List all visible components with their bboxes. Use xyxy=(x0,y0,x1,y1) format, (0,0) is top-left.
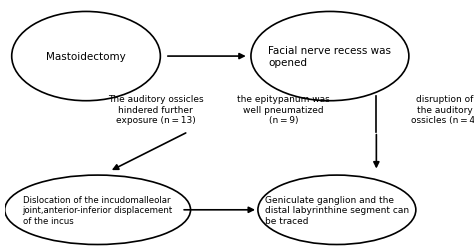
Text: Mastoidectomy: Mastoidectomy xyxy=(46,52,126,62)
Ellipse shape xyxy=(5,175,191,244)
Ellipse shape xyxy=(258,175,416,244)
Text: the epitypanum was
well pneumatized
(n = 9): the epitypanum was well pneumatized (n =… xyxy=(237,95,330,125)
Ellipse shape xyxy=(251,12,409,101)
Text: The auditory ossicles
hindered further
exposure (n = 13): The auditory ossicles hindered further e… xyxy=(108,95,203,125)
Text: Geniculate ganglion and the
distal labyrinthine segment can
be traced: Geniculate ganglion and the distal labyr… xyxy=(265,195,409,225)
Text: disruption of
the auditory
ossicles (n = 4): disruption of the auditory ossicles (n =… xyxy=(411,95,474,125)
Text: Facial nerve recess was
opened: Facial nerve recess was opened xyxy=(268,46,392,68)
Ellipse shape xyxy=(12,12,160,101)
Text: Dislocation of the incudomalleolar
joint,anterior-inferior displacement
of the i: Dislocation of the incudomalleolar joint… xyxy=(23,195,173,225)
